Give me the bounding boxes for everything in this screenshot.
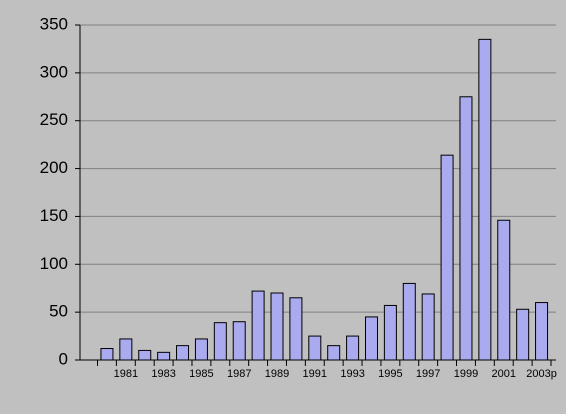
bar [138, 349, 152, 361]
bar [478, 38, 492, 361]
y-tick-label: 150 [40, 206, 68, 225]
bar [213, 322, 227, 361]
bar [535, 302, 549, 361]
bar [157, 351, 171, 361]
y-tick-label: 50 [49, 302, 68, 321]
x-tick-label: 1993 [340, 368, 364, 380]
bar [327, 345, 341, 361]
x-tick-label: 1985 [189, 368, 213, 380]
x-tick-label: 1987 [227, 368, 251, 380]
bar [194, 338, 208, 361]
bar [100, 348, 114, 361]
bar [421, 293, 435, 361]
x-tick-label: 1991 [303, 368, 327, 380]
y-tick-label: 250 [40, 110, 68, 129]
x-tick-label: 2001 [492, 368, 516, 380]
bar [232, 321, 246, 361]
bar [119, 338, 133, 361]
x-tick-label: 1989 [265, 368, 289, 380]
bar [402, 282, 416, 361]
x-tick-label: 1995 [378, 368, 402, 380]
x-tick-label: 2003p [526, 368, 557, 380]
bar [497, 219, 511, 361]
y-tick-label: 200 [40, 158, 68, 177]
y-tick-label: 350 [40, 14, 68, 33]
bar [289, 297, 303, 361]
x-tick-label: 1981 [114, 368, 138, 380]
bar [459, 96, 473, 361]
bar [176, 345, 190, 361]
bar [308, 335, 322, 361]
x-tick-label: 1983 [151, 368, 175, 380]
bar [251, 290, 265, 361]
y-tick-label: 300 [40, 62, 68, 81]
bar [516, 308, 530, 361]
bar [440, 154, 454, 361]
y-tick-label: 100 [40, 254, 68, 273]
bar [346, 335, 360, 361]
y-tick-label: 0 [59, 349, 68, 368]
x-tick-label: 1999 [454, 368, 478, 380]
bar [270, 292, 284, 361]
bar [383, 304, 397, 361]
x-tick-label: 1997 [416, 368, 440, 380]
bar [364, 316, 378, 361]
